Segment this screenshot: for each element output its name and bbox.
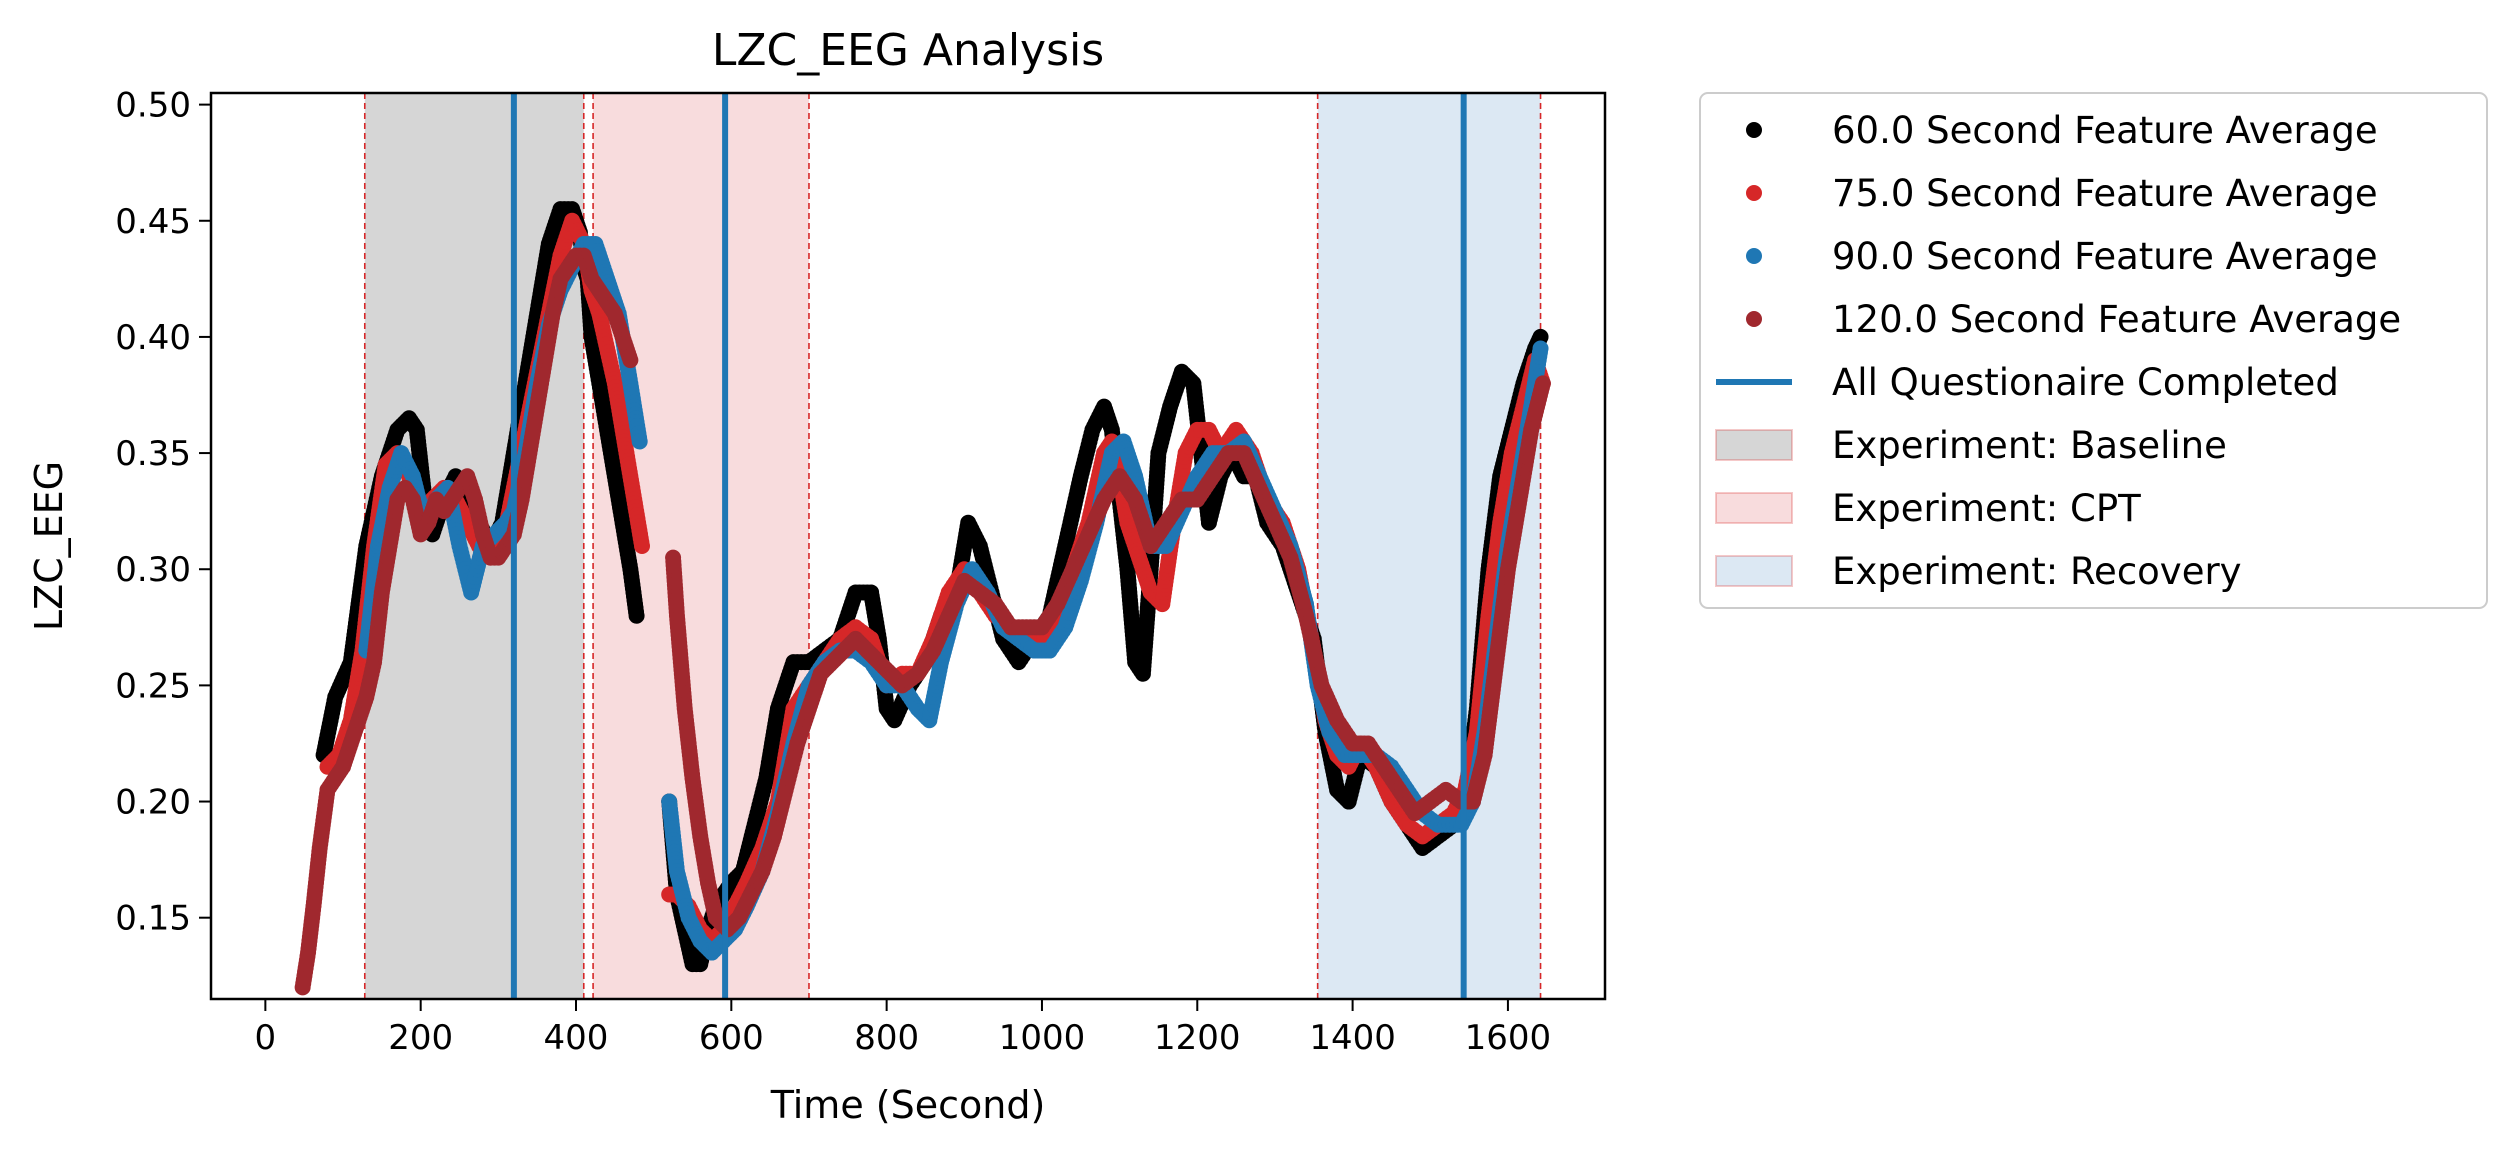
y-tick-label: 0.20	[115, 783, 191, 823]
legend-label-region-1: Experiment: CPT	[1832, 487, 2141, 530]
y-tick-label: 0.35	[115, 434, 191, 474]
series-1-point	[634, 538, 651, 554]
legend-patch-2	[1715, 555, 1793, 587]
y-tick-label: 0.25	[115, 666, 191, 706]
x-tick-label: 0	[255, 1018, 277, 1058]
legend-label-2: 90.0 Second Feature Average	[1832, 235, 2378, 278]
series-3-point	[622, 352, 639, 369]
y-axis-ticks: 0.15 0.20 0.25 0.30 0.35 0.40 0.45 0.50	[115, 86, 211, 939]
questionnaire-lines	[510, 93, 1467, 999]
x-tick-label: 1600	[1465, 1018, 1552, 1058]
y-tick-label: 0.50	[115, 86, 191, 126]
x-tick-label: 1200	[1154, 1018, 1241, 1058]
legend-label-region-2: Experiment: Recovery	[1832, 550, 2242, 593]
y-axis-label: LZC_EEG	[27, 461, 71, 631]
legend-label-region-0: Experiment: Baseline	[1832, 424, 2227, 467]
plot-frame	[209, 91, 1607, 1001]
y-tick-label: 0.40	[115, 318, 191, 358]
series-0-point	[628, 607, 645, 624]
legend-patch-1	[1715, 492, 1793, 524]
y-tick-label: 0.30	[115, 550, 191, 590]
legend-marker-0	[1746, 122, 1762, 138]
x-tick-label: 1000	[999, 1018, 1086, 1058]
legend: 60.0 Second Feature Average 75.0 Second F…	[1699, 92, 2488, 609]
x-tick-label: 800	[854, 1018, 919, 1058]
legend-label-questionnaire: All Questionaire Completed	[1832, 361, 2339, 404]
x-axis-label: Time (Second)	[770, 1083, 1046, 1127]
x-tick-label: 200	[388, 1018, 453, 1058]
series-3	[294, 247, 1551, 996]
legend-label-1: 75.0 Second Feature Average	[1832, 172, 2378, 215]
series-2-point	[631, 433, 648, 450]
legend-marker-1	[1746, 185, 1762, 201]
legend-marker-2	[1746, 248, 1762, 264]
y-tick-label: 0.45	[115, 202, 191, 242]
series-3-point	[1534, 375, 1551, 392]
legend-frame	[1699, 92, 2488, 609]
legend-marker-3	[1746, 311, 1762, 327]
legend-patch-0	[1715, 429, 1793, 461]
x-axis-ticks: 0 200 400 600 800 1000 1200 1400 1600	[255, 999, 1552, 1058]
chart-title: LZC_EEG Analysis	[712, 25, 1104, 76]
x-tick-label: 600	[699, 1018, 764, 1058]
series-layer	[294, 201, 1551, 996]
legend-label-0: 60.0 Second Feature Average	[1832, 109, 2378, 152]
series-2-point	[1532, 340, 1549, 357]
y-tick-label: 0.15	[115, 899, 191, 939]
series-0-point	[1532, 328, 1549, 345]
legend-label-3: 120.0 Second Feature Average	[1832, 298, 2401, 341]
x-tick-label: 1400	[1309, 1018, 1396, 1058]
x-tick-label: 400	[544, 1018, 609, 1058]
